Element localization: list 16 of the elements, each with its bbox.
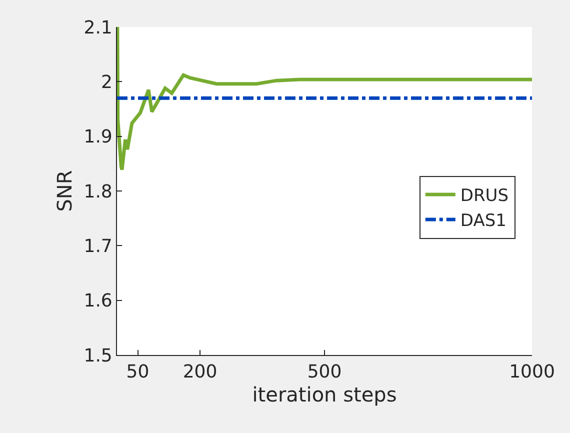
y-tick-label: 1.6 (84, 290, 112, 312)
x-tick-label: 500 (307, 362, 342, 383)
legend-label: DRUS (460, 186, 509, 206)
y-tick-label: 1.8 (84, 181, 112, 202)
x-tick-label: 50 (126, 362, 150, 383)
y-tick-label: 2.1 (84, 17, 112, 38)
y-tick-label: 1.7 (84, 236, 112, 257)
x-tick-label: 1000 (509, 362, 555, 383)
legend-label: DAS1 (460, 211, 506, 232)
line-series (117, 27, 532, 172)
x-axis-title: iteration steps (252, 382, 397, 407)
y-tick-label: 1.5 (84, 345, 112, 366)
x-tick-label: 200 (182, 362, 218, 383)
y-tick-label: 1.9 (84, 126, 112, 148)
y-tick-label: 2 (100, 72, 112, 93)
y-axis-title: SNR (52, 170, 76, 212)
